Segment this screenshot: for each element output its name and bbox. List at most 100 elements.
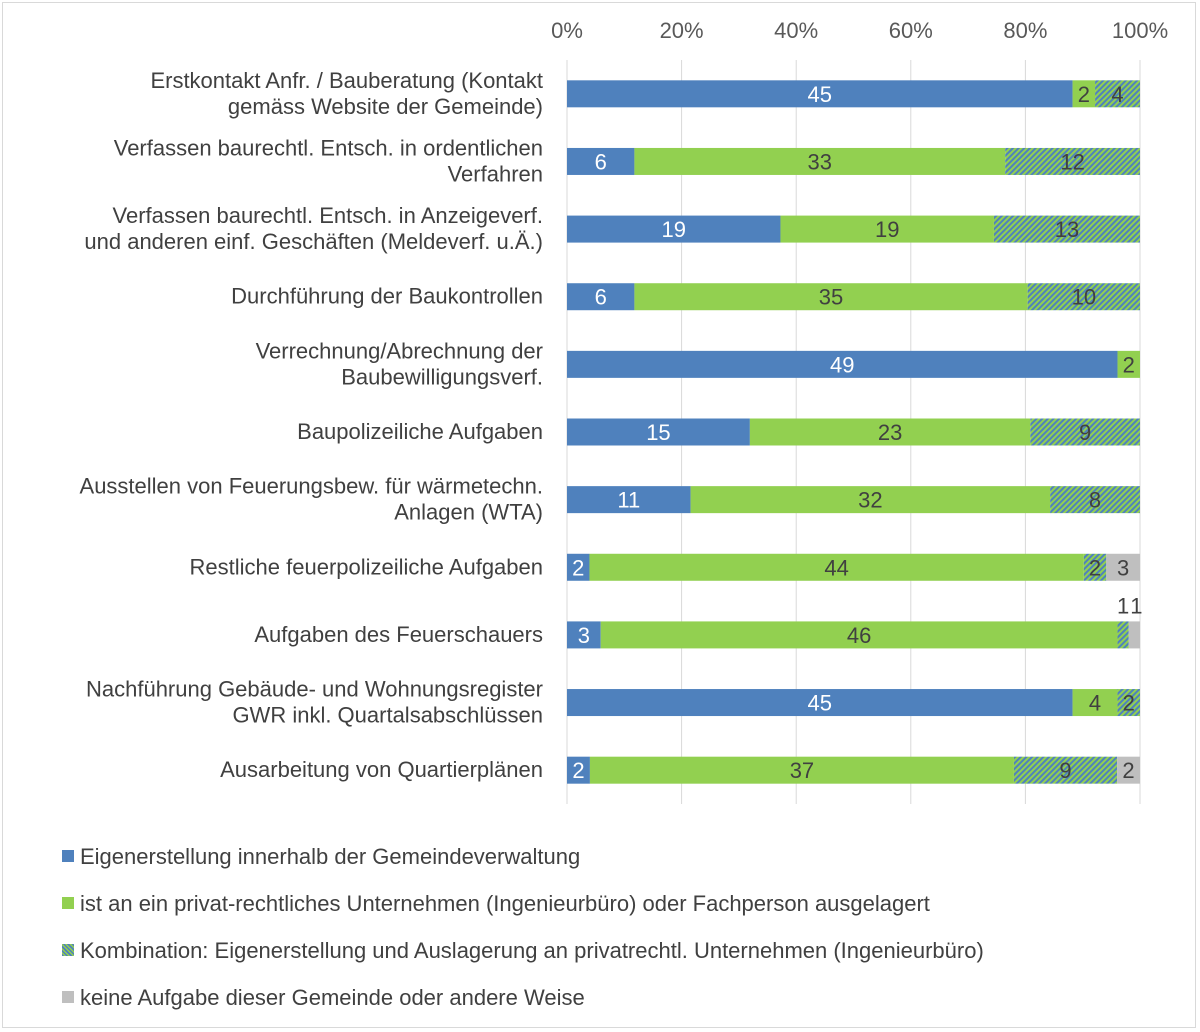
data-label: 19 bbox=[661, 217, 685, 242]
category-label: Erstkontakt Anfr. / Bauberatung (Kontakt bbox=[150, 68, 543, 93]
data-label: 2 bbox=[1123, 691, 1135, 716]
category-labels: Erstkontakt Anfr. / Bauberatung (Kontakt… bbox=[80, 68, 543, 782]
bar-segment bbox=[634, 283, 1028, 311]
bar-segment bbox=[567, 621, 601, 649]
category-label: Aufgaben des Feuerschauers bbox=[254, 622, 543, 647]
legend-item: Kombination: Eigenerstellung und Auslage… bbox=[62, 936, 984, 966]
legend-swatch bbox=[62, 944, 74, 957]
bar-segment bbox=[1117, 756, 1140, 784]
bar-segment bbox=[1072, 689, 1118, 717]
bar-segment bbox=[1117, 350, 1140, 378]
data-label: 2 bbox=[1123, 352, 1135, 377]
bar-segment bbox=[1005, 147, 1140, 175]
bar-segment bbox=[1083, 553, 1107, 581]
data-label: 33 bbox=[808, 149, 832, 174]
bar-segment bbox=[1117, 621, 1129, 649]
data-label: 9 bbox=[1059, 758, 1071, 783]
x-tick-label: 0% bbox=[551, 18, 583, 43]
data-label: 8 bbox=[1089, 488, 1101, 513]
bar-segment bbox=[600, 621, 1118, 649]
bar-segment bbox=[567, 215, 781, 243]
bar-segment bbox=[1030, 418, 1140, 446]
bar-segment bbox=[1050, 486, 1140, 514]
category-label: Ausarbeitung von Quartierplänen bbox=[220, 757, 543, 782]
bar-segment bbox=[567, 689, 1073, 717]
category-label: Verfassen baurechtl. Entsch. in ordentli… bbox=[114, 135, 543, 160]
bar-segment bbox=[690, 486, 1051, 514]
x-tick-label: 100% bbox=[1112, 18, 1168, 43]
category-label: gemäss Website der Gemeinde) bbox=[228, 94, 543, 119]
bar-segment bbox=[1013, 756, 1118, 784]
legend-label: ist an ein privat-rechtliches Unternehme… bbox=[80, 891, 930, 916]
data-label: 2 bbox=[1078, 82, 1090, 107]
bar-segment bbox=[589, 756, 1014, 784]
bar-segment bbox=[567, 147, 635, 175]
data-label: 35 bbox=[819, 285, 843, 310]
data-label: 2 bbox=[1089, 555, 1101, 580]
data-label: 44 bbox=[824, 555, 848, 580]
data-label: 6 bbox=[595, 149, 607, 174]
legend-label: Kombination: Eigenerstellung und Auslage… bbox=[80, 938, 984, 963]
data-label: 1 bbox=[1117, 593, 1129, 618]
data-label: 15 bbox=[646, 420, 670, 445]
x-tick-label: 40% bbox=[774, 18, 818, 43]
bar-segment bbox=[749, 418, 1031, 446]
data-label: 37 bbox=[790, 758, 814, 783]
category-label: Verfassen baurechtl. Entsch. in Anzeigev… bbox=[113, 203, 543, 228]
legend-item: ist an ein privat-rechtliches Unternehme… bbox=[62, 889, 930, 919]
bar-segment bbox=[993, 215, 1140, 243]
bar-segment bbox=[589, 553, 1084, 581]
x-tick-label: 80% bbox=[1003, 18, 1047, 43]
legend-label: keine Aufgabe dieser Gemeinde oder ander… bbox=[80, 985, 585, 1010]
x-axis-ticks: 0% 20% 40% 60% 80% 100% bbox=[551, 18, 1168, 43]
data-label: 45 bbox=[808, 691, 832, 716]
data-label: 9 bbox=[1079, 420, 1091, 445]
category-label: Nachführung Gebäude- und Wohnungsregiste… bbox=[86, 677, 543, 702]
bar-segment bbox=[1095, 80, 1140, 108]
legend-swatch bbox=[62, 850, 74, 863]
data-label: 4 bbox=[1111, 82, 1123, 107]
category-label: Anlagen (WTA) bbox=[394, 500, 543, 525]
gridlines bbox=[566, 60, 1141, 804]
data-label: 3 bbox=[1117, 555, 1129, 580]
data-label: 10 bbox=[1072, 285, 1096, 310]
category-label: Verrechnung/Abrechnung der bbox=[256, 338, 543, 363]
data-label: 13 bbox=[1055, 217, 1079, 242]
legend-swatch bbox=[62, 991, 74, 1004]
bar-segment bbox=[567, 80, 1073, 108]
bar-segment bbox=[567, 486, 691, 514]
category-label: Verfahren bbox=[448, 161, 543, 186]
data-label: 2 bbox=[572, 758, 584, 783]
category-label: Durchführung der Baukontrollen bbox=[231, 284, 543, 309]
category-label: und anderen einf. Geschäften (Meldeverf.… bbox=[84, 229, 543, 254]
data-label: 3 bbox=[578, 623, 590, 648]
legend-item: Eigenerstellung innerhalb der Gemeindeve… bbox=[62, 842, 580, 872]
bar-segment bbox=[1117, 689, 1140, 717]
bar-segment bbox=[1072, 80, 1096, 108]
data-label: 6 bbox=[595, 285, 607, 310]
data-label: 2 bbox=[1122, 758, 1134, 783]
category-label: Baubewilligungsverf. bbox=[341, 364, 543, 389]
category-label: Restliche feuerpolizeiliche Aufgaben bbox=[190, 554, 543, 579]
data-label: 49 bbox=[830, 352, 854, 377]
bar-segment bbox=[1106, 553, 1140, 581]
data-label: 46 bbox=[847, 623, 871, 648]
bar-segment bbox=[780, 215, 994, 243]
legend-swatch bbox=[62, 897, 74, 910]
data-label: 23 bbox=[878, 420, 902, 445]
category-label: Baupolizeiliche Aufgaben bbox=[297, 419, 543, 444]
bar-segment bbox=[567, 553, 590, 581]
category-label: GWR inkl. Quartalsabschlüssen bbox=[232, 703, 543, 728]
bar-segment bbox=[567, 350, 1118, 378]
bar-segment bbox=[567, 418, 750, 446]
category-label: Ausstellen von Feuerungsbew. für wärmete… bbox=[80, 474, 543, 499]
x-tick-label: 20% bbox=[660, 18, 704, 43]
data-label: 4 bbox=[1089, 691, 1101, 716]
data-label: 32 bbox=[858, 488, 882, 513]
bar-segment bbox=[567, 756, 590, 784]
data-label: 12 bbox=[1060, 149, 1084, 174]
bar-segment bbox=[567, 283, 635, 311]
